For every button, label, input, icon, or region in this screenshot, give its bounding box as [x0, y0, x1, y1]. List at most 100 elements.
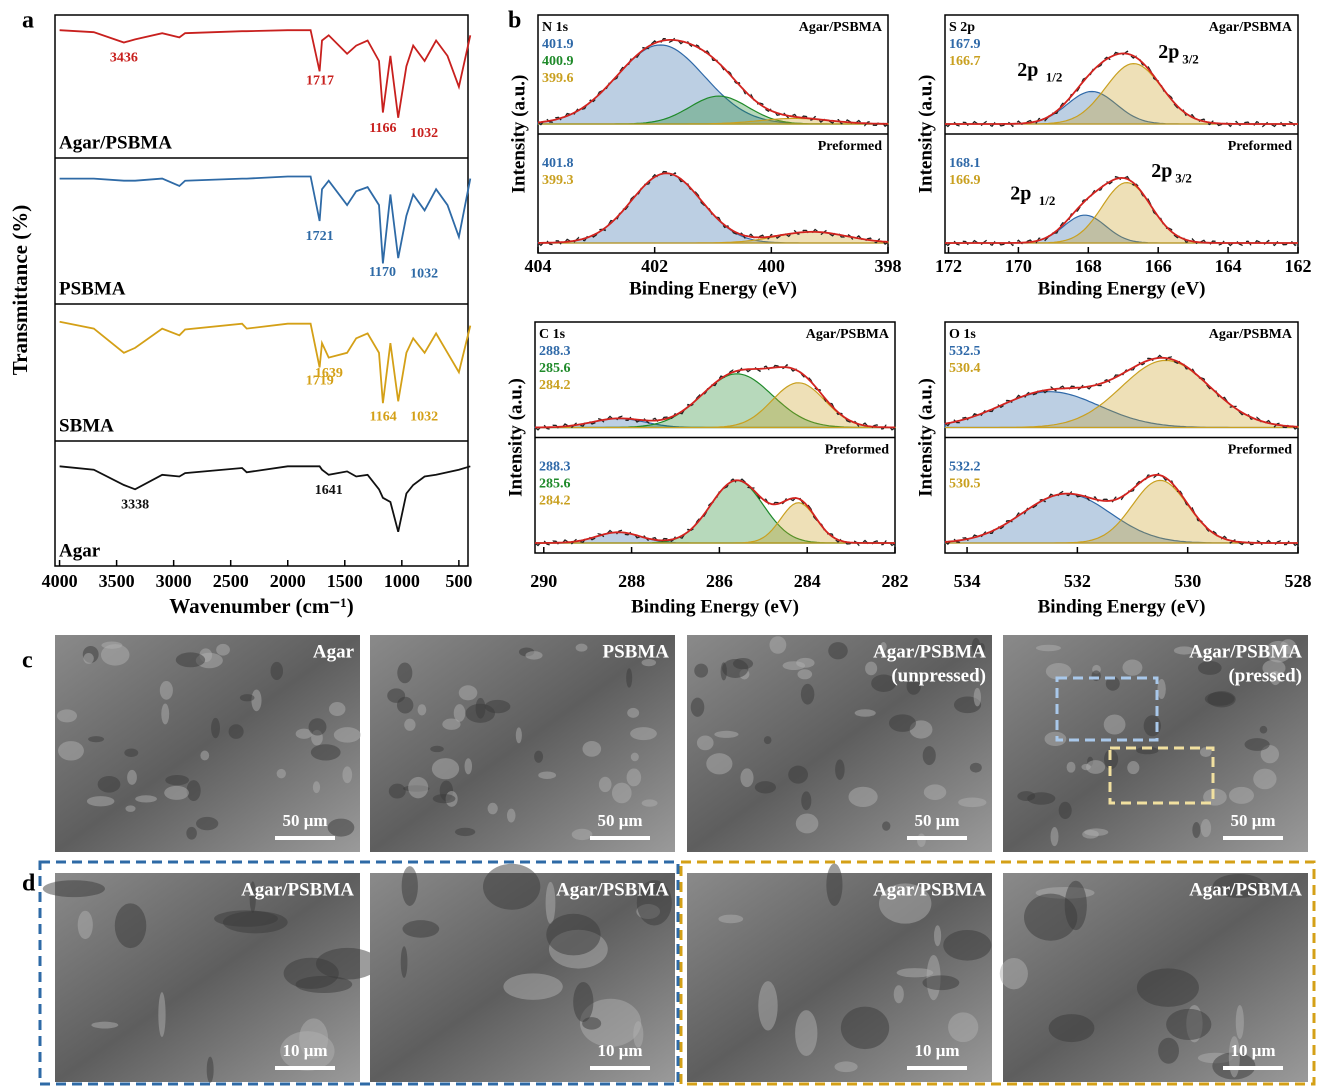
texture — [627, 708, 639, 718]
panel-name: Agar/PSBMA — [799, 20, 883, 35]
x-tick-label: 398 — [875, 256, 902, 276]
texture — [835, 759, 845, 780]
texture — [788, 766, 808, 784]
texture — [1059, 802, 1072, 819]
texture — [216, 644, 230, 656]
texture — [485, 700, 511, 713]
texture — [161, 704, 169, 725]
component-label: 400.9 — [542, 54, 574, 69]
texture — [525, 651, 542, 660]
texture — [917, 834, 926, 848]
panel-name: Preformed — [818, 139, 882, 154]
x-tick-label: 4000 — [42, 571, 78, 591]
x-tick-label: 500 — [445, 571, 472, 591]
texture — [922, 975, 959, 990]
component-label: 288.3 — [539, 460, 571, 475]
texture — [630, 727, 657, 740]
texture — [1205, 692, 1235, 706]
texture — [718, 915, 743, 924]
texture — [401, 946, 408, 978]
component-label: 288.3 — [539, 344, 571, 359]
texture — [187, 780, 201, 801]
image-label: (unpressed) — [891, 665, 986, 686]
x-tick-label: 3500 — [99, 571, 135, 591]
peak-label: 3338 — [121, 497, 149, 512]
image-label: PSBMA — [603, 641, 670, 662]
texture — [164, 786, 189, 800]
peak-label: 2p — [1017, 59, 1038, 81]
x-tick-label: 2500 — [213, 571, 249, 591]
panel-label: b — [508, 8, 521, 34]
texture — [1260, 726, 1268, 734]
texture — [418, 704, 427, 715]
y-axis-label: Intensity (a.u.) — [915, 378, 936, 497]
x-tick-label: 172 — [935, 256, 962, 276]
texture — [722, 659, 748, 678]
texture — [1198, 661, 1222, 675]
chart-title: C 1s — [539, 327, 566, 342]
component-label: 530.4 — [949, 361, 981, 376]
x-tick-label: 284 — [794, 571, 821, 591]
x-tick-label: 532 — [1064, 571, 1091, 591]
texture — [329, 702, 346, 716]
image-label: Agar/PSBMA — [1189, 641, 1302, 662]
texture — [796, 814, 819, 834]
x-axis-label: Binding Energy (eV) — [1038, 596, 1206, 617]
texture — [801, 791, 811, 810]
peak-label: 1032 — [410, 266, 438, 281]
peak-label: 2p — [1158, 41, 1179, 63]
texture — [1166, 1009, 1211, 1040]
texture — [387, 688, 405, 703]
texture — [769, 636, 786, 654]
x-tick-label: 530 — [1174, 571, 1201, 591]
peak-label-sub: 3/2 — [1175, 171, 1192, 186]
texture — [455, 828, 475, 836]
texture — [1017, 791, 1035, 801]
texture — [626, 668, 632, 687]
image-label: Agar/PSBMA — [1189, 879, 1302, 900]
component-label: 285.6 — [539, 361, 571, 376]
scale-label: 10 μm — [914, 1041, 959, 1060]
panel-label: d — [22, 871, 36, 897]
spectrum-line — [60, 30, 471, 118]
texture — [783, 661, 805, 670]
texture — [83, 653, 93, 664]
peak-label: 1717 — [306, 74, 334, 89]
fit-component — [538, 173, 888, 243]
texture — [503, 973, 562, 999]
panel-name: Preformed — [825, 443, 889, 458]
texture — [1067, 762, 1076, 773]
texture — [1158, 1038, 1179, 1064]
series-name: Agar/PSBMA — [59, 132, 172, 153]
x-axis-label: Binding Energy (eV) — [629, 278, 797, 299]
texture — [430, 746, 444, 752]
x-tick-label: 1500 — [327, 571, 363, 591]
component-label: 399.6 — [542, 71, 574, 86]
texture — [313, 781, 320, 793]
texture — [897, 968, 934, 977]
texture — [841, 1007, 889, 1049]
texture — [88, 736, 104, 742]
panel-name: Preformed — [1228, 139, 1292, 154]
texture — [389, 784, 406, 799]
peak-label: 1166 — [369, 121, 396, 136]
texture — [127, 770, 137, 785]
texture — [211, 718, 220, 738]
texture — [433, 794, 456, 803]
texture — [1229, 787, 1254, 804]
texture — [1036, 645, 1061, 651]
texture — [1104, 715, 1126, 735]
texture — [1122, 660, 1142, 676]
x-tick-label: 1000 — [384, 571, 420, 591]
texture — [943, 930, 991, 961]
component-label: 401.9 — [542, 37, 574, 52]
texture — [691, 698, 705, 717]
component-label: 399.3 — [542, 173, 574, 188]
scale-label: 10 μm — [597, 1041, 642, 1060]
series-name: SBMA — [59, 415, 114, 436]
texture — [1157, 679, 1165, 699]
texture — [573, 982, 593, 1022]
texture — [642, 799, 658, 806]
texture — [342, 766, 352, 783]
image-label: Agar — [313, 641, 355, 662]
